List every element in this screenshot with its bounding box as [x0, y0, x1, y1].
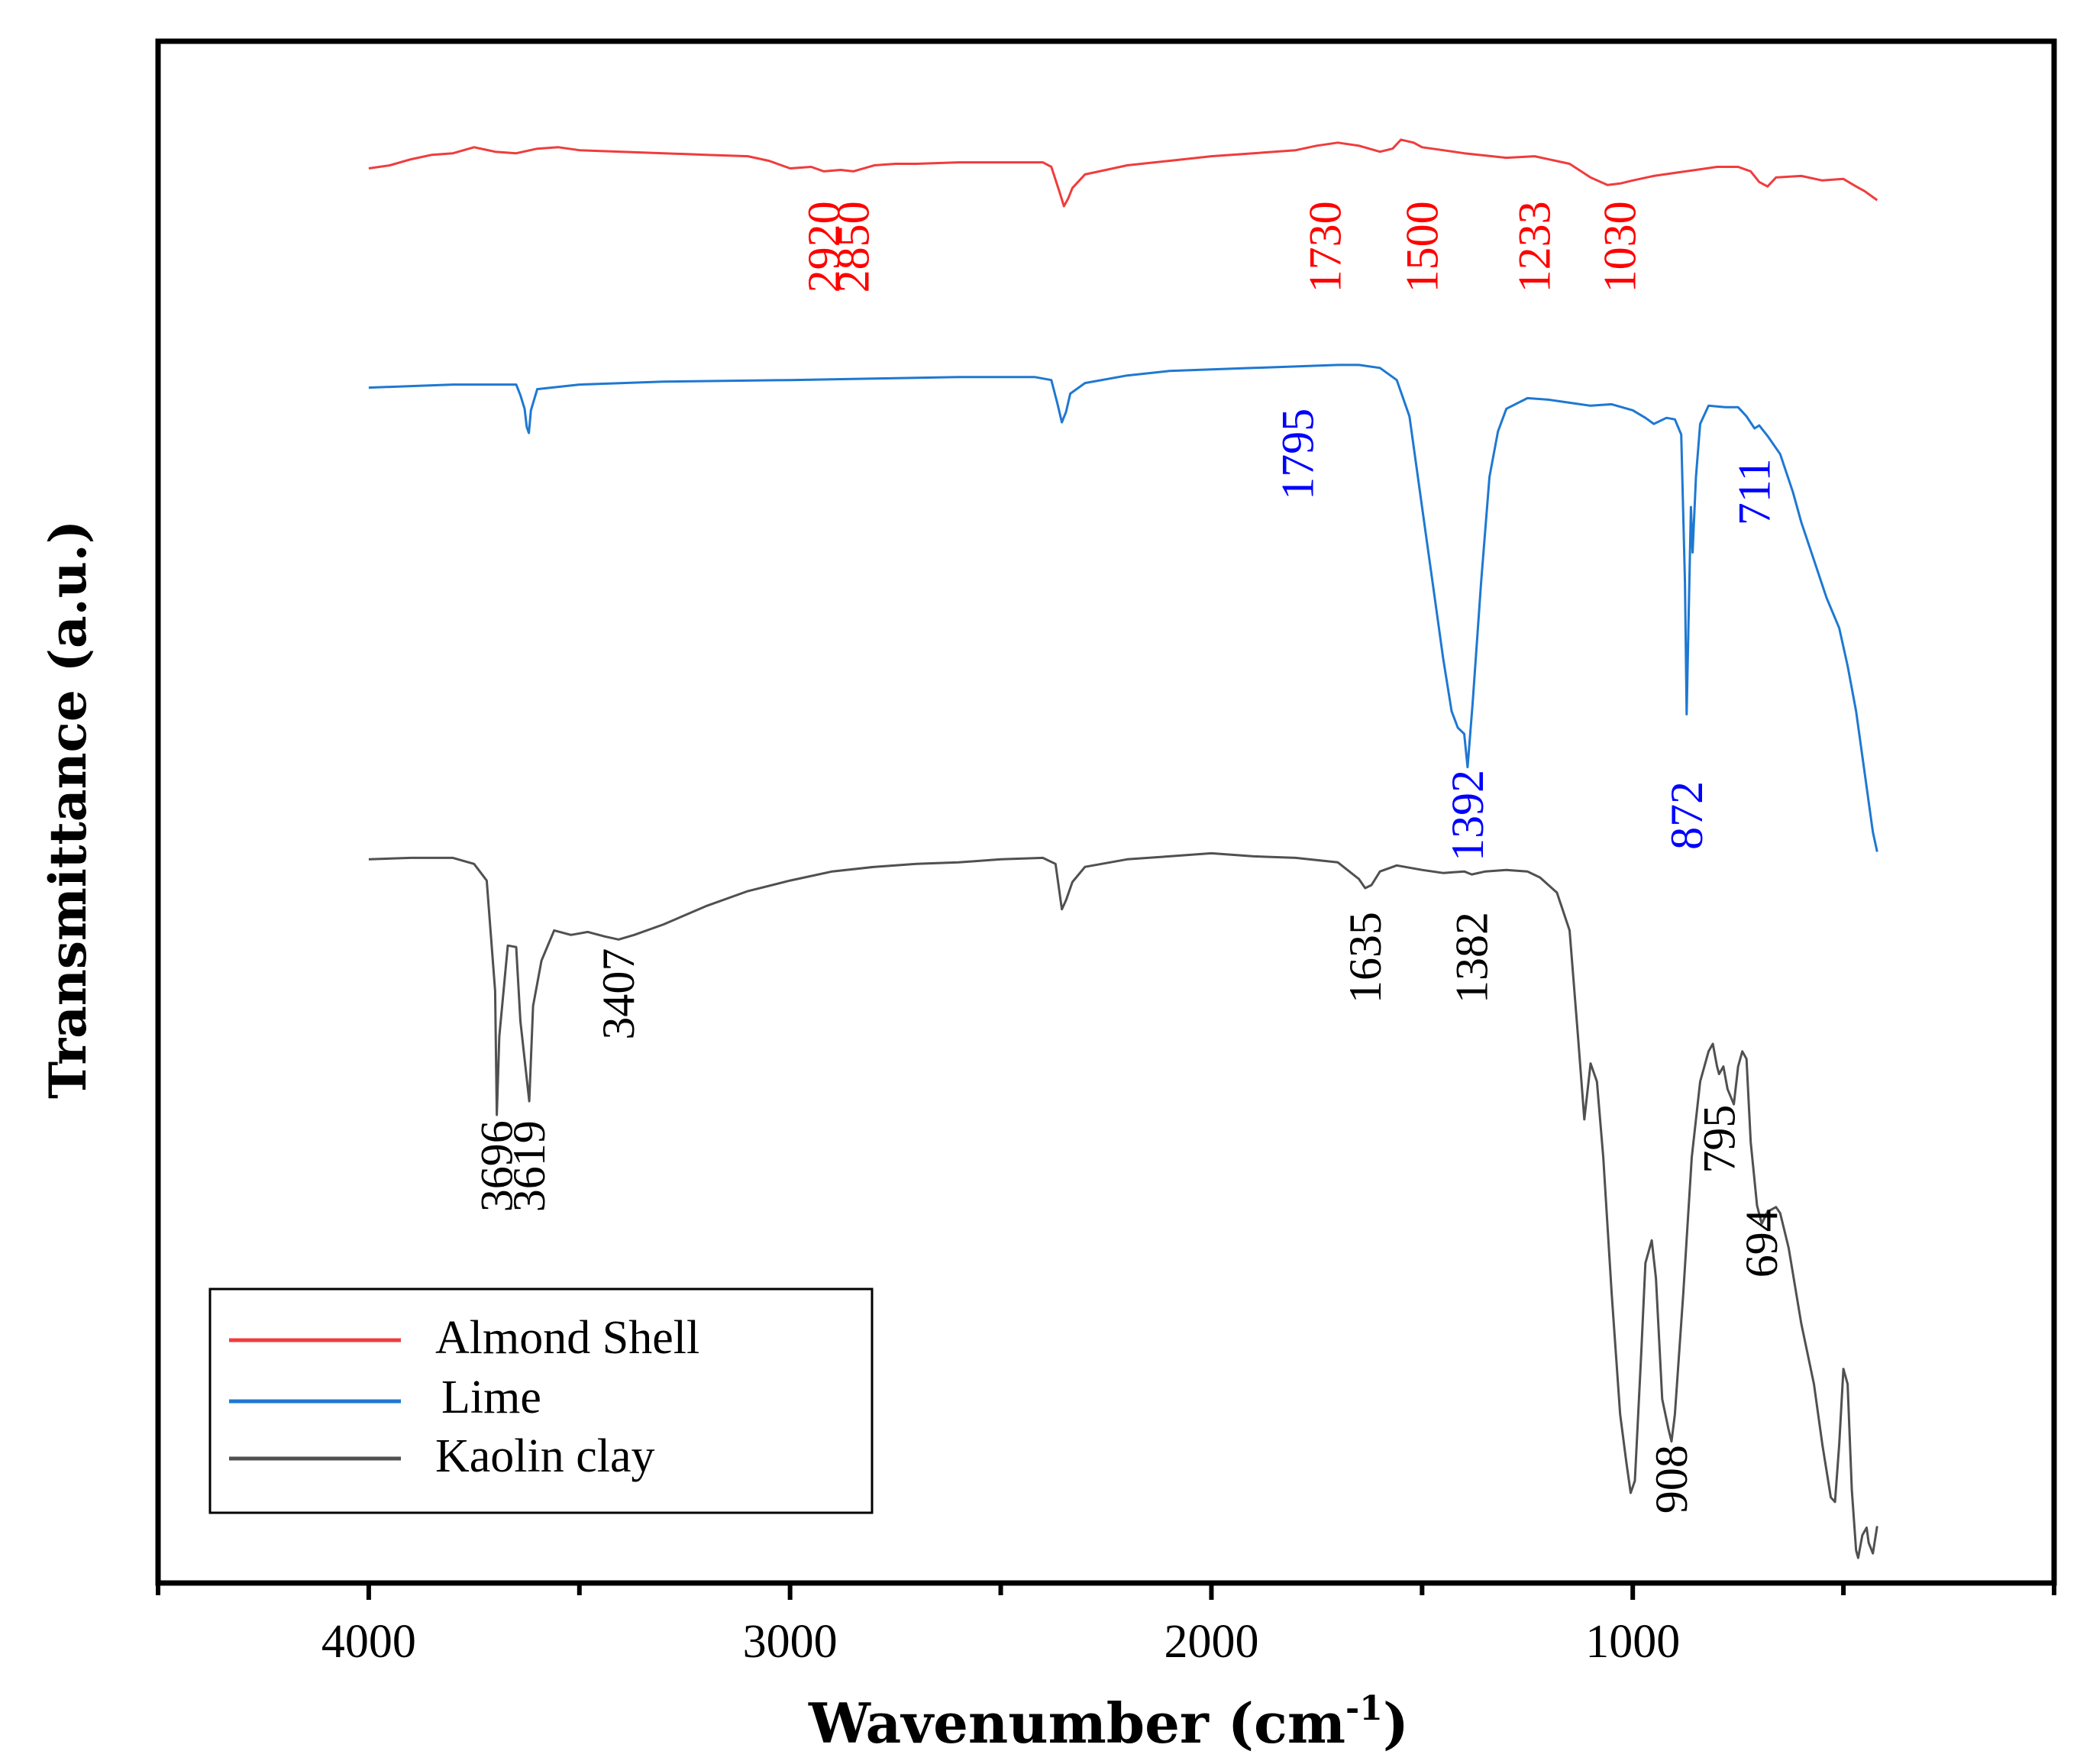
legend-label-kaolin: Kaolin clay — [435, 1430, 655, 1482]
x-tick-label-4000: 4000 — [321, 1616, 416, 1668]
peak-label-kaolin-908: 908 — [1646, 1445, 1697, 1514]
peak-label-kaolin-3407: 3407 — [593, 948, 644, 1040]
peak-label-lime-1795: 1795 — [1273, 409, 1323, 500]
series-line-lime — [368, 363, 1878, 852]
peak-label-almond-1730: 1730 — [1300, 201, 1350, 292]
peak-label-kaolin-1382: 1382 — [1446, 912, 1497, 1003]
plot-frame — [155, 38, 2057, 1586]
peak-label-almond-1233: 1233 — [1510, 201, 1560, 292]
peak-label-lime-872: 872 — [1662, 781, 1712, 850]
peak-label-almond-1500: 1500 — [1397, 201, 1447, 292]
x-axis-tick-labels: 4000 3000 2000 1000 — [321, 1616, 1680, 1668]
x-axis-ticks — [156, 1583, 2056, 1600]
peak-label-almond-2920: 2920 — [799, 201, 849, 292]
peak-label-kaolin-3619: 3619 — [504, 1120, 554, 1212]
legend-label-almond: Almond Shell — [435, 1312, 699, 1364]
peak-label-kaolin-795: 795 — [1694, 1105, 1744, 1174]
x-axis-label-superscript: -1 — [1345, 1689, 1383, 1728]
x-tick-label-3000: 3000 — [743, 1616, 838, 1668]
peak-label-kaolin-694: 694 — [1736, 1209, 1787, 1278]
series-line-almond — [368, 138, 1878, 208]
peak-label-almond-1030: 1030 — [1595, 201, 1646, 292]
peak-label-almond-2850: 2850 — [828, 201, 878, 292]
y-axis-label: Transmittance (a.u.) — [38, 520, 98, 1099]
x-tick-label-1000: 1000 — [1585, 1616, 1680, 1668]
legend-label-lime: Lime — [441, 1371, 541, 1423]
legend: Almond Shell Lime Kaolin clay — [208, 1287, 874, 1514]
peak-label-lime-711: 711 — [1730, 458, 1780, 525]
series-line-kaolin — [368, 851, 1878, 1559]
series-lines — [368, 138, 1878, 1559]
peak-label-lime-1392: 1392 — [1442, 770, 1493, 861]
x-axis-label-close: ) — [1383, 1691, 1409, 1756]
x-tick-label-2000: 2000 — [1164, 1616, 1258, 1668]
x-axis-label: Wavenumber (cm-1) — [808, 1689, 1409, 1756]
x-axis-label-main: Wavenumber (cm — [808, 1691, 1345, 1756]
peak-label-kaolin-3696: 3696 — [472, 1120, 522, 1212]
peak-label-kaolin-1635: 1635 — [1340, 912, 1391, 1003]
